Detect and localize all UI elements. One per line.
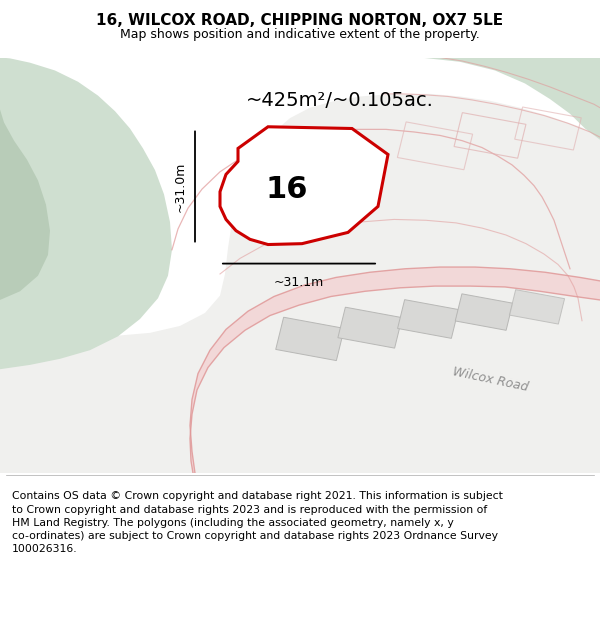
Polygon shape bbox=[338, 308, 402, 348]
Text: 16, WILCOX ROAD, CHIPPING NORTON, OX7 5LE: 16, WILCOX ROAD, CHIPPING NORTON, OX7 5L… bbox=[97, 12, 503, 28]
Polygon shape bbox=[0, 94, 600, 473]
Text: 16: 16 bbox=[266, 175, 308, 204]
Polygon shape bbox=[190, 267, 600, 473]
Text: ~425m²/~0.105ac.: ~425m²/~0.105ac. bbox=[246, 91, 434, 110]
Polygon shape bbox=[455, 294, 513, 330]
Polygon shape bbox=[420, 58, 600, 140]
Polygon shape bbox=[276, 318, 344, 361]
Polygon shape bbox=[509, 289, 565, 324]
Text: Wilcox Road: Wilcox Road bbox=[451, 365, 529, 394]
Polygon shape bbox=[0, 58, 50, 300]
Text: ~31.1m: ~31.1m bbox=[274, 276, 324, 289]
Text: Contains OS data © Crown copyright and database right 2021. This information is : Contains OS data © Crown copyright and d… bbox=[12, 491, 503, 554]
Polygon shape bbox=[398, 299, 458, 338]
Text: ~31.0m: ~31.0m bbox=[174, 161, 187, 212]
Polygon shape bbox=[0, 58, 172, 369]
Polygon shape bbox=[220, 127, 388, 244]
Text: Map shows position and indicative extent of the property.: Map shows position and indicative extent… bbox=[120, 28, 480, 41]
